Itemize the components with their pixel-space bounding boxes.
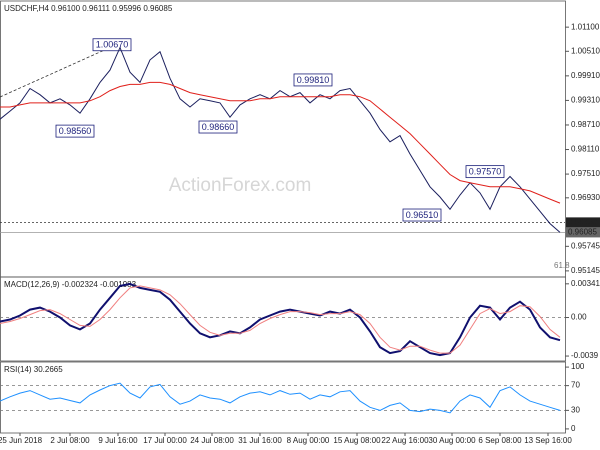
watermark: ActionForex.com	[169, 175, 312, 196]
y-tick-label: 0.95745	[571, 241, 600, 250]
x-tick-label: 17 Jul 00:00	[143, 436, 187, 445]
panel-title: RSI(14) 30.2665	[4, 365, 63, 374]
y-tick-label: 0.003412	[571, 279, 600, 288]
y-tick-label: 0.96930	[571, 193, 600, 202]
y-tick-label: 0.98110	[571, 145, 600, 154]
panel-title: USDCHF,H4 0.96100 0.96111 0.95996 0.9608…	[4, 4, 173, 13]
panel-title: MACD(12,26,9) -0.002324 -0.001983	[4, 280, 137, 289]
x-tick-label: 22 Aug 16:00	[381, 436, 429, 445]
y-tick-label: 1.00510	[571, 46, 600, 55]
y-tick-label: 30	[571, 405, 580, 414]
x-tick-label: 24 Jul 08:00	[190, 436, 234, 445]
x-tick-label: 25 Jun 2018	[0, 436, 43, 445]
level-label: 0.96085	[568, 228, 597, 237]
annotation-label: 0.99810	[297, 75, 330, 85]
annotation-box	[293, 73, 333, 87]
series-line	[0, 46, 561, 233]
annotation-label: 0.98560	[59, 126, 92, 136]
annotation-box	[465, 165, 505, 179]
level-label: 0.96330	[568, 217, 597, 226]
x-tick-label: 9 Jul 16:00	[98, 436, 138, 445]
y-tick-label: 0.99910	[571, 71, 600, 80]
x-tick-label: 6 Sep 08:00	[478, 436, 522, 445]
annotation-box	[198, 120, 238, 134]
annotation-label: 0.96510	[406, 210, 439, 220]
series-line	[0, 81, 561, 204]
annotation-box	[92, 38, 132, 52]
y-tick-label: 0.95145	[571, 266, 600, 275]
level-label-bg	[566, 217, 600, 228]
annotation-label: 0.98660	[202, 122, 235, 132]
panel-frame	[0, 361, 566, 434]
series-line	[0, 285, 561, 354]
x-tick-label: 31 Jul 16:00	[238, 436, 282, 445]
y-tick-label: 100	[571, 362, 585, 371]
annotation-label: 1.00670	[96, 40, 129, 50]
x-tick-label: 15 Aug 08:00	[333, 436, 381, 445]
trend-line	[0, 42, 121, 98]
x-tick-label: 8 Aug 00:00	[287, 436, 330, 445]
series-line	[0, 282, 561, 357]
annotation-label: 0.97570	[469, 167, 502, 177]
fib-label: 61.8	[554, 261, 570, 270]
annotation-box	[402, 208, 442, 222]
y-tick-label: 0	[571, 424, 576, 433]
y-tick-label: 0.99310	[571, 96, 600, 105]
y-tick-label: -0.0039	[571, 351, 599, 360]
annotation-box	[55, 124, 95, 138]
y-tick-label: 0.97510	[571, 169, 600, 178]
x-tick-label: 2 Jul 08:00	[50, 436, 90, 445]
level-label-bg	[566, 227, 600, 238]
y-tick-label: 0.00	[571, 313, 587, 322]
x-tick-label: 13 Sep 16:00	[524, 436, 572, 445]
panel-frame	[0, 276, 566, 362]
y-tick-label: 1.01100	[571, 22, 600, 31]
y-tick-label: 70	[571, 381, 580, 390]
series-line	[0, 382, 561, 414]
x-tick-label: 30 Aug 00:00	[428, 436, 476, 445]
y-tick-label: 0.98710	[571, 120, 600, 129]
